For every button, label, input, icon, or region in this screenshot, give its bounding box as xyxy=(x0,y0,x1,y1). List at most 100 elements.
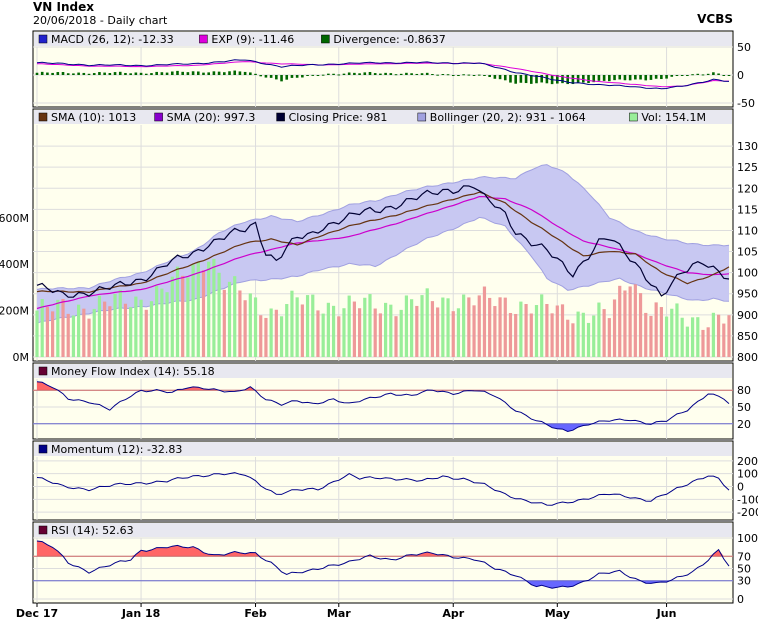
divergence-bar xyxy=(301,75,304,78)
volume-bar xyxy=(56,299,60,357)
divergence-bar xyxy=(368,71,372,75)
legend-label: Momentum (12): -32.83 xyxy=(51,443,182,456)
y-tick-label: 850 xyxy=(737,330,758,343)
volume-bar xyxy=(201,270,206,357)
overbought-fill xyxy=(37,541,729,557)
divergence-bar xyxy=(223,72,226,75)
divergence-bar xyxy=(264,75,268,78)
divergence-bar xyxy=(35,72,39,75)
volume-bar xyxy=(722,323,726,357)
legend-label: Divergence: -0.8637 xyxy=(333,33,445,46)
divergence-bar xyxy=(571,75,575,85)
volume-bar xyxy=(207,261,211,357)
volume-bar xyxy=(61,298,65,357)
volume-bar xyxy=(45,306,50,357)
volume-bar xyxy=(144,309,148,357)
legend-label: Closing Price: 981 xyxy=(289,111,388,124)
y-tick-label: 1100 xyxy=(737,224,758,237)
y-tick-label: 30 xyxy=(737,575,751,588)
divergence-bar xyxy=(524,75,528,84)
legend-swatch xyxy=(38,366,48,376)
volume-bar xyxy=(139,299,143,357)
volume-bar xyxy=(331,305,336,357)
volume-bar xyxy=(706,327,710,357)
divergence-bar xyxy=(92,73,96,75)
divergence-bar xyxy=(290,75,294,78)
volume-bar xyxy=(727,315,731,357)
y-tick-label: -200 xyxy=(737,506,758,519)
divergence-bar xyxy=(477,74,481,76)
volume-tick-label: 400M xyxy=(0,258,29,271)
divergence-bar xyxy=(160,72,164,75)
x-tick-label: Jun xyxy=(656,607,677,620)
volume-bar xyxy=(524,304,528,357)
volume-bar xyxy=(425,288,429,357)
volume-bar xyxy=(540,294,544,357)
volume-bar xyxy=(493,306,497,357)
y-tick-label: 80 xyxy=(737,384,751,397)
divergence-bar xyxy=(139,72,143,75)
divergence-bar xyxy=(170,71,174,75)
legend-label: SMA (20): 997.3 xyxy=(167,111,256,124)
y-tick-label: 1300 xyxy=(737,140,758,153)
divergence-bar xyxy=(691,74,694,76)
panel-legend-bg xyxy=(34,442,732,456)
divergence-bar xyxy=(639,75,642,80)
legend-swatch xyxy=(417,112,427,122)
volume-bar xyxy=(108,306,112,357)
x-tick-label: May xyxy=(545,607,570,620)
divergence-bar xyxy=(425,72,429,75)
y-tick-label: 1250 xyxy=(737,161,758,174)
divergence-bar xyxy=(353,72,356,75)
legend-swatch xyxy=(154,112,163,122)
divergence-bar xyxy=(389,73,393,75)
legend-swatch xyxy=(38,34,48,44)
volume-bar xyxy=(217,272,221,357)
volume-bar xyxy=(451,311,455,357)
divergence-bar xyxy=(118,71,122,75)
volume-bar xyxy=(123,303,128,357)
divergence-bar xyxy=(87,73,91,75)
divergence-bar xyxy=(72,73,75,75)
oversold-fill xyxy=(37,423,729,432)
legend-swatch xyxy=(38,525,48,535)
volume-bar xyxy=(592,315,596,357)
divergence-bar xyxy=(311,74,315,76)
volume-bar xyxy=(477,295,481,357)
volume-bar xyxy=(160,288,164,357)
volume-bar xyxy=(134,296,138,357)
volume-bar xyxy=(389,304,393,357)
y-tick-label: 1050 xyxy=(737,246,758,259)
divergence-bar xyxy=(483,75,486,76)
closing-price-line xyxy=(36,185,730,298)
volume-bar xyxy=(77,304,81,357)
volume-bar xyxy=(92,308,96,357)
volume-bar xyxy=(186,277,190,357)
volume-bar xyxy=(222,289,226,357)
legend-label: RSI (14): 52.63 xyxy=(51,524,134,537)
volume-bar xyxy=(149,301,154,357)
divergence-bar xyxy=(405,72,408,75)
y-tick-label: 900 xyxy=(737,309,758,322)
divergence-bar xyxy=(420,73,424,75)
volume-bar xyxy=(420,295,424,357)
volume-bar xyxy=(155,285,159,357)
volume-bar xyxy=(696,317,700,357)
volume-tick-label: 200M xyxy=(0,305,29,318)
divergence-bar xyxy=(535,75,538,84)
volume-bar xyxy=(378,313,382,357)
volume-bar xyxy=(285,304,289,357)
divergence-bar xyxy=(321,74,325,76)
divergence-bar xyxy=(706,73,710,75)
y-tick-label: 100 xyxy=(737,532,758,545)
divergence-bar xyxy=(472,75,476,76)
legend-label: Vol: 154.1M xyxy=(641,111,706,124)
divergence-bar xyxy=(233,70,237,75)
volume-bar xyxy=(129,307,133,357)
divergence-bar xyxy=(186,72,190,75)
divergence-bar xyxy=(259,75,263,77)
volume-bar xyxy=(352,301,356,357)
divergence-bar xyxy=(727,75,731,76)
volume-bar xyxy=(597,302,601,357)
chart-source: VCBS xyxy=(697,12,733,26)
